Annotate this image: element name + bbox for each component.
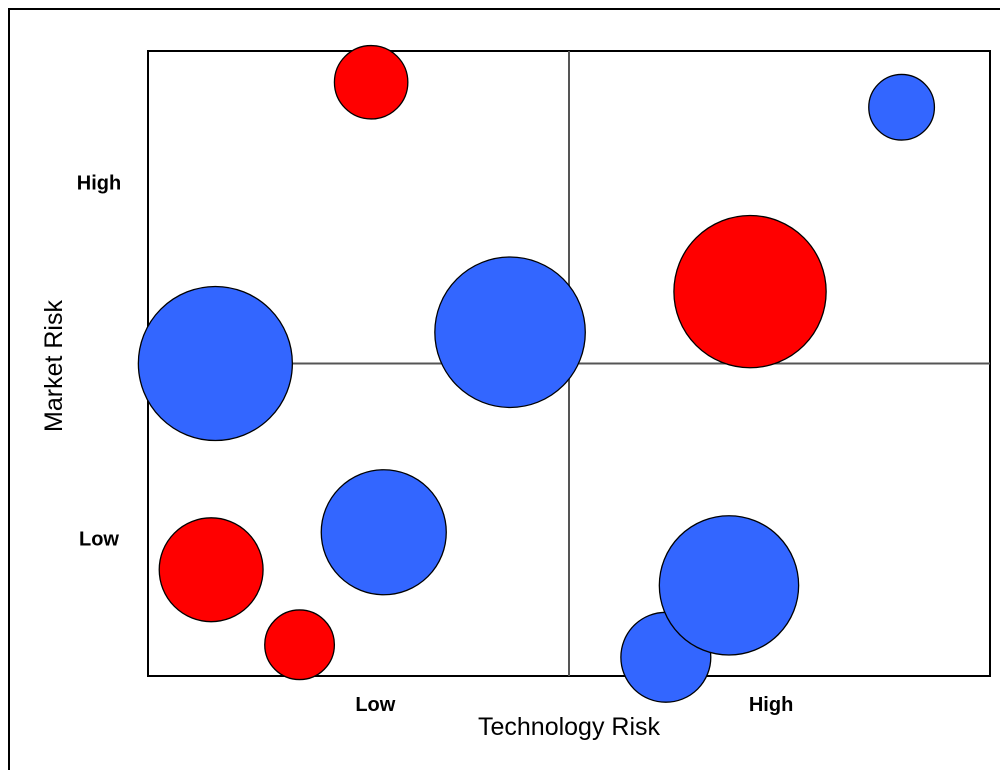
bubble-point xyxy=(137,285,294,442)
x-axis-title: Technology Risk xyxy=(478,713,661,741)
bubble-point xyxy=(320,469,447,596)
bubbles-layer xyxy=(137,44,936,703)
x-tick-label: High xyxy=(749,694,793,716)
y-axis-title: Market Risk xyxy=(40,300,68,432)
bubble-point xyxy=(264,609,336,681)
bubble-point xyxy=(868,73,936,141)
bubble-point xyxy=(673,214,827,369)
bubble-point xyxy=(658,515,800,656)
ticks-layer: Low High Low High xyxy=(77,172,794,716)
bubble-point xyxy=(333,44,409,120)
x-tick-label: Low xyxy=(355,694,395,716)
bubble-point xyxy=(434,256,586,409)
y-tick-label: Low xyxy=(79,529,119,551)
bubble-point xyxy=(158,517,264,623)
y-tick-label: High xyxy=(77,172,121,194)
